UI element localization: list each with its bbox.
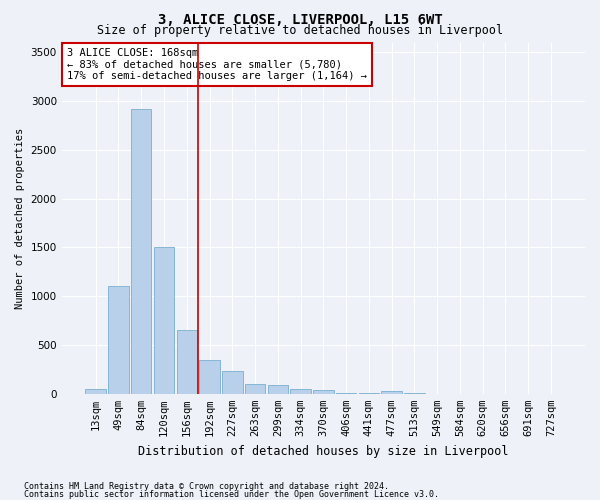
Y-axis label: Number of detached properties: Number of detached properties	[15, 128, 25, 309]
Text: Contains HM Land Registry data © Crown copyright and database right 2024.: Contains HM Land Registry data © Crown c…	[24, 482, 389, 491]
Text: 3 ALICE CLOSE: 168sqm
← 83% of detached houses are smaller (5,780)
17% of semi-d: 3 ALICE CLOSE: 168sqm ← 83% of detached …	[67, 48, 367, 82]
Bar	[154, 248, 174, 394]
Text: Size of property relative to detached houses in Liverpool: Size of property relative to detached ho…	[97, 24, 503, 37]
Text: 3, ALICE CLOSE, LIVERPOOL, L15 6WT: 3, ALICE CLOSE, LIVERPOOL, L15 6WT	[158, 12, 442, 26]
Bar	[108, 286, 129, 394]
Bar	[290, 389, 311, 394]
Bar	[382, 391, 402, 394]
Bar	[176, 330, 197, 394]
Bar	[336, 393, 356, 394]
Text: Contains public sector information licensed under the Open Government Licence v3: Contains public sector information licen…	[24, 490, 439, 499]
Bar	[131, 109, 151, 394]
Bar	[199, 360, 220, 394]
Bar	[359, 393, 379, 394]
Bar	[313, 390, 334, 394]
X-axis label: Distribution of detached houses by size in Liverpool: Distribution of detached houses by size …	[138, 444, 509, 458]
Bar	[85, 389, 106, 394]
Bar	[268, 385, 288, 394]
Bar	[222, 372, 242, 394]
Bar	[245, 384, 265, 394]
